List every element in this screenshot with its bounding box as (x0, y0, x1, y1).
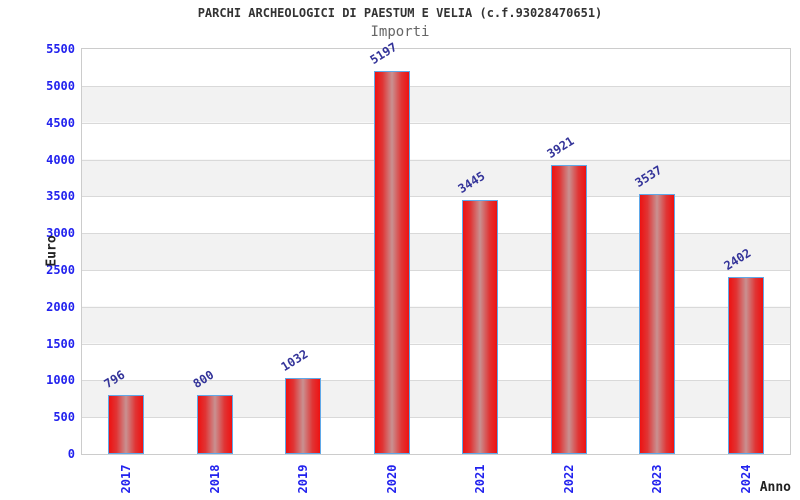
bar-value-label: 796 (101, 368, 128, 392)
x-tick-label: 2017 (119, 464, 134, 494)
y-tick-label: 500 (53, 410, 75, 425)
gridline (82, 306, 790, 308)
y-tick-label: 1500 (46, 336, 75, 351)
gridline (82, 343, 790, 345)
x-tick-label: 2019 (296, 464, 311, 494)
chart-title: PARCHI ARCHEOLOGICI DI PAESTUM E VELIA (… (197, 6, 603, 20)
bar (550, 165, 587, 454)
gridline (82, 233, 790, 235)
bar-value-label: 5197 (367, 40, 400, 68)
y-tick-label: 2000 (46, 299, 75, 314)
y-tick-label: 5500 (46, 42, 75, 56)
y-tick-label: 4000 (46, 152, 75, 167)
x-tick-label: 2022 (561, 464, 576, 494)
y-tick-label: 1000 (46, 373, 75, 388)
bar-value-label: 3537 (632, 162, 665, 190)
y-tick-label: 5000 (46, 78, 75, 93)
x-tick-label: 2018 (207, 464, 222, 494)
x-tick-label: 2020 (384, 464, 399, 494)
bar-value-label: 3921 (544, 134, 577, 162)
bar (108, 395, 145, 454)
y-tick-label: 4500 (46, 115, 75, 130)
x-tick-label: 2024 (738, 464, 753, 494)
bar (285, 378, 322, 454)
bar-value-label: 3445 (455, 169, 488, 197)
chart-subtitle: Importi (370, 24, 430, 40)
x-axis-title: Anno (759, 480, 791, 495)
gridline (82, 159, 790, 161)
gridline (82, 417, 790, 419)
gridline (82, 85, 790, 87)
x-tick-label: 2023 (650, 464, 665, 494)
x-tick-label: 2021 (473, 464, 488, 494)
y-axis-title: Euro (44, 235, 60, 267)
y-tick-label: 3500 (46, 189, 75, 204)
bar (373, 71, 410, 454)
y-tick-label: 3000 (46, 226, 75, 241)
y-tick-label: 2500 (46, 262, 75, 277)
gridline (82, 196, 790, 198)
bar (639, 193, 676, 454)
y-tick-label: 0 (67, 447, 75, 461)
bar-value-label: 1032 (278, 346, 311, 374)
gridline (82, 122, 790, 124)
bar (727, 277, 764, 454)
plot-area: 796 800 1032 5197 3445 3921 3537 2402 (81, 40, 791, 455)
gridline (82, 380, 790, 382)
gridline (82, 269, 790, 271)
bar (196, 395, 233, 454)
bar (462, 200, 499, 454)
bar-value-label: 800 (190, 367, 217, 392)
